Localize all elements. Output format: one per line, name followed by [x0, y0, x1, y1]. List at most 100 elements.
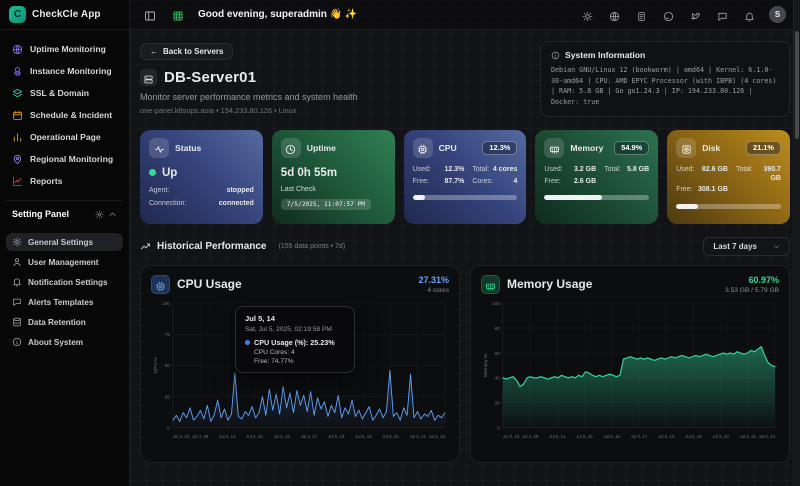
- doc-button[interactable]: [634, 8, 648, 22]
- cpu-free-value: 87.7%: [444, 177, 465, 185]
- app-logo-row[interactable]: C CheckCle App: [0, 0, 129, 30]
- memory-card-title: Memory: [570, 142, 604, 153]
- globe-button[interactable]: [607, 8, 621, 22]
- twitter-button[interactable]: [688, 8, 702, 22]
- activity-icon: [149, 137, 169, 158]
- cpu-used-label: Used:: [412, 165, 431, 173]
- scrollbar-thumb[interactable]: [795, 31, 799, 139]
- disk-progress-track: [676, 204, 781, 210]
- uptime-value: 5d 0h 55m: [280, 166, 338, 179]
- sidebar-item-instance-monitoring[interactable]: Instance Monitoring: [6, 61, 123, 81]
- svg-text:Jul 5, 18: Jul 5, 18: [658, 434, 675, 439]
- sidebar-item-uptime-monitoring[interactable]: Uptime Monitoring: [6, 39, 123, 59]
- tooltip-free: Free: 74.77%: [254, 357, 294, 365]
- disk-total-label: Total:: [735, 165, 753, 173]
- sidebar-item-about-system[interactable]: About System: [6, 333, 123, 351]
- disk-free-label: Free:: [676, 186, 693, 194]
- connection-label: Connection:: [149, 199, 187, 207]
- system-info-title: System Information: [565, 50, 646, 60]
- memory-current-value: 60.97%: [748, 274, 779, 285]
- svg-text:Jul 5, 23: Jul 5, 23: [759, 434, 776, 439]
- user-avatar[interactable]: S: [769, 6, 786, 23]
- memory-card[interactable]: Memory 54.9% Used: 3.2 GB Total: 5.8 GB Fr…: [535, 129, 659, 224]
- app-grid-button[interactable]: [170, 7, 186, 23]
- top-bar: Good evening, superadmin 👋 ✨ S: [130, 0, 800, 30]
- svg-text:Jul 5, 23: Jul 5, 23: [429, 434, 446, 439]
- memory-used-value: 3.2 GB: [573, 165, 597, 173]
- sidebar-item-label: Data Retention: [28, 317, 86, 327]
- settings-header-label: Setting Panel: [12, 209, 70, 219]
- status-card-title: Status: [175, 142, 202, 153]
- chat-icon: [12, 297, 22, 307]
- sidebar-item-schedule-incident[interactable]: Schedule & Incident: [6, 105, 123, 125]
- sidebar-settings-nav: General Settings User Management Notificat…: [0, 224, 129, 353]
- disk-card[interactable]: Disk 21.1% Used: 82.6 GB Total: 390.7 GB F…: [667, 129, 790, 224]
- bell-button[interactable]: [742, 8, 756, 22]
- sidebar-item-operational-page[interactable]: Operational Page: [6, 127, 123, 147]
- github-icon: [663, 9, 674, 22]
- sidebar-item-label: Reports: [30, 176, 63, 186]
- disk-badge: 21.1%: [746, 140, 781, 155]
- cpu-card[interactable]: CPU 12.3% Used: 12.3% Total: 4 cores Free:…: [403, 129, 527, 224]
- svg-text:60: 60: [495, 351, 501, 357]
- clock-icon: [280, 137, 301, 158]
- bell-icon: [744, 9, 755, 22]
- svg-text:Jul 4, 09: Jul 4, 09: [522, 434, 539, 439]
- sidebar-settings-header[interactable]: Setting Panel: [6, 200, 123, 224]
- map-pin-icon: [12, 154, 23, 165]
- svg-text:0: 0: [167, 425, 170, 431]
- sidebar-item-notification-settings[interactable]: Notification Settings: [6, 273, 123, 291]
- svg-text:40: 40: [495, 376, 501, 382]
- cpu-total-label: Total:: [472, 165, 490, 173]
- svg-text:Jul 5, 20: Jul 5, 20: [382, 434, 399, 439]
- page-subtitle: Monitor server performance metrics and s…: [140, 92, 358, 102]
- sidebar-item-data-retention[interactable]: Data Retention: [6, 313, 123, 331]
- svg-text:Jul 5, 15: Jul 5, 15: [576, 434, 593, 439]
- status-card[interactable]: Status Up Agent: stopped Connection: conne…: [140, 129, 263, 224]
- bell-icon: [12, 277, 22, 287]
- disk-free-value: 308.1 GB: [697, 186, 728, 194]
- sun-button[interactable]: [580, 8, 594, 22]
- sidebar-item-reports[interactable]: Reports: [6, 171, 123, 191]
- github-button[interactable]: [661, 8, 675, 22]
- sidebar-item-user-management[interactable]: User Management: [6, 253, 123, 271]
- sidebar-item-general-settings[interactable]: General Settings: [6, 233, 123, 251]
- agent-value: stopped: [226, 186, 254, 194]
- cpu-card-title: CPU: [438, 142, 457, 153]
- arrow-left-icon: ←: [150, 47, 158, 56]
- trend-icon: [140, 241, 151, 252]
- window-scrollbar[interactable]: [793, 0, 800, 486]
- chat-button[interactable]: [715, 8, 729, 22]
- disk-progress-fill: [676, 204, 699, 210]
- stat-cards-row: Status Up Agent: stopped Connection: conne…: [140, 129, 790, 224]
- memory-total-label: Total:: [604, 165, 621, 173]
- status-up-dot: [149, 169, 156, 177]
- twitter-icon: [690, 9, 701, 20]
- chevron-down-icon: [773, 243, 780, 250]
- svg-text:Jul 5, 21: Jul 5, 21: [410, 434, 427, 439]
- sidebar-item-alerts-templates[interactable]: Alerts Templates: [6, 293, 123, 311]
- svg-text:Jul 4, 09: Jul 4, 09: [192, 434, 209, 439]
- app-logo-icon: C: [9, 6, 26, 23]
- uptime-card[interactable]: Uptime 5d 0h 55m Last Check 7/5/2025, 11…: [271, 129, 395, 224]
- memory-badge: 54.9%: [614, 140, 650, 155]
- svg-text:25: 25: [165, 394, 171, 400]
- memory-current-sub: 3.53 GB / 5.79 GB: [725, 286, 779, 294]
- disk-total-value: 390.7 GB: [763, 165, 781, 182]
- sidebar-item-label: Uptime Monitoring: [30, 44, 106, 54]
- app-title: CheckCle App: [32, 9, 101, 20]
- uptime-card-title: Uptime: [306, 142, 336, 153]
- system-information-card: System Information Debian GNU/Linux 12 (…: [540, 41, 790, 117]
- memory-usage-chart[interactable]: 0 20 40 60 80 100 Jul 3, 23 Jul 4, 09 Jul 5, 14 J…: [481, 297, 779, 449]
- cpu-total-value: 4 cores: [492, 165, 518, 173]
- sidebar-item-ssl-domain[interactable]: SSL & Domain: [6, 83, 123, 103]
- sidebar-item-label: User Management: [28, 257, 99, 267]
- time-range-select[interactable]: Last 7 days: [703, 236, 790, 256]
- sidebar-item-regional-monitoring[interactable]: Regional Monitoring: [6, 149, 123, 169]
- server-heading: ← Back to Servers DB-Server01 Monitor se…: [140, 41, 358, 117]
- sidebar-toggle-button[interactable]: [142, 7, 158, 23]
- back-button-label: Back to Servers: [163, 47, 224, 56]
- back-to-servers-button[interactable]: ← Back to Servers: [140, 43, 234, 60]
- disk-card-title: Disk: [702, 142, 721, 153]
- cpu-badge: 12.3%: [482, 140, 518, 155]
